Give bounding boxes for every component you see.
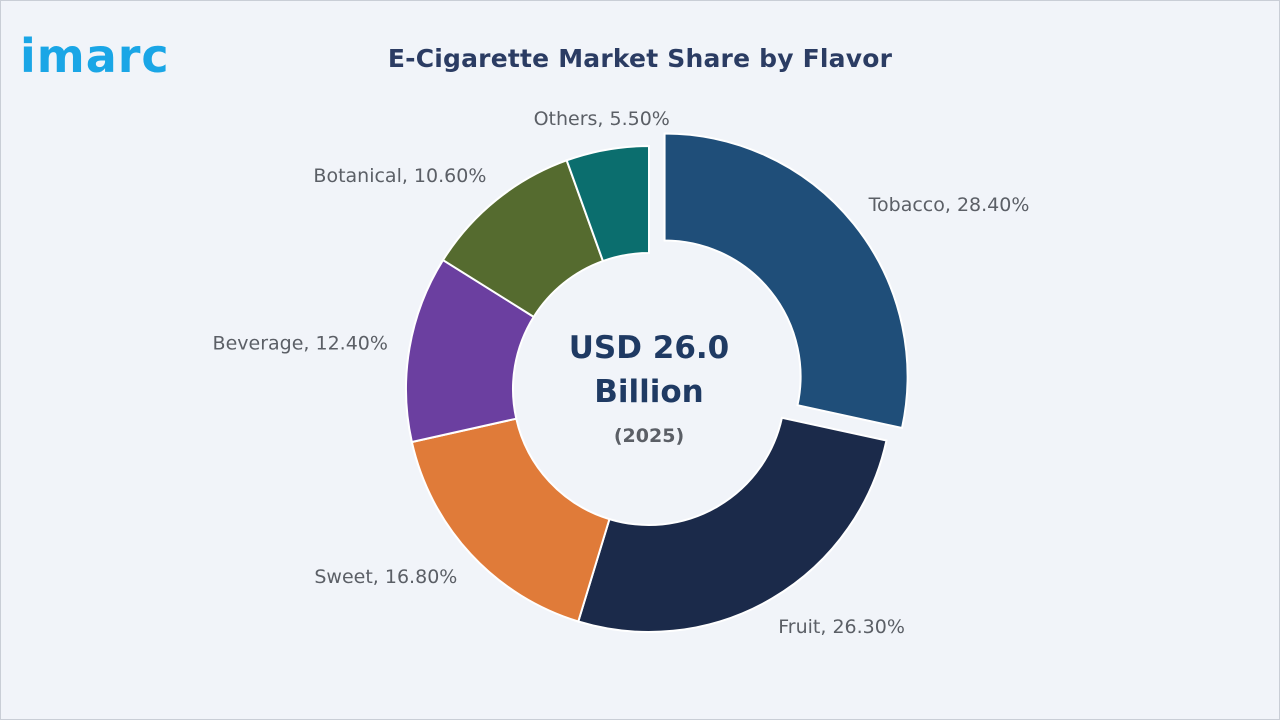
slice-label-fruit: Fruit, 26.30% bbox=[778, 616, 905, 638]
donut-slices bbox=[405, 132, 909, 633]
slice-label-tobacco: Tobacco, 28.40% bbox=[868, 194, 1030, 216]
slice-others bbox=[565, 144, 650, 263]
slice-label-others: Others, 5.50% bbox=[534, 108, 670, 130]
logo-text: imarc bbox=[20, 30, 170, 80]
center-label: USD 26.0 Billion (2025) bbox=[569, 330, 730, 447]
chart-title: E-Cigarette Market Share by Flavor bbox=[387, 44, 893, 73]
slice-fruit bbox=[577, 416, 888, 633]
slice-label-sweet: Sweet, 16.80% bbox=[314, 566, 457, 588]
slice-sweet bbox=[410, 417, 611, 623]
center-label-line3: (2025) bbox=[614, 425, 684, 447]
imarc-logo: imarc bbox=[20, 30, 170, 80]
slice-labels: Tobacco, 28.40% Fruit, 26.30% Sweet, 16.80… bbox=[213, 108, 1030, 638]
center-label-line1: USD 26.0 bbox=[569, 330, 730, 366]
slice-tobacco bbox=[663, 132, 909, 430]
slice-label-botanical: Botanical, 10.60% bbox=[313, 165, 486, 187]
slice-label-beverage: Beverage, 12.40% bbox=[213, 333, 388, 355]
center-label-line2: Billion bbox=[594, 374, 704, 410]
